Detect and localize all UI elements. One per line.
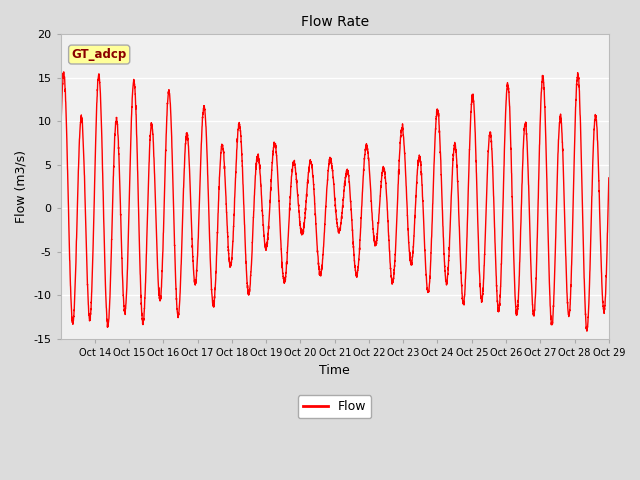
Title: Flow Rate: Flow Rate [301, 15, 369, 29]
X-axis label: Time: Time [319, 363, 350, 376]
Legend: Flow: Flow [298, 395, 371, 418]
Text: GT_adcp: GT_adcp [72, 48, 127, 61]
Y-axis label: Flow (m3/s): Flow (m3/s) [15, 150, 28, 223]
